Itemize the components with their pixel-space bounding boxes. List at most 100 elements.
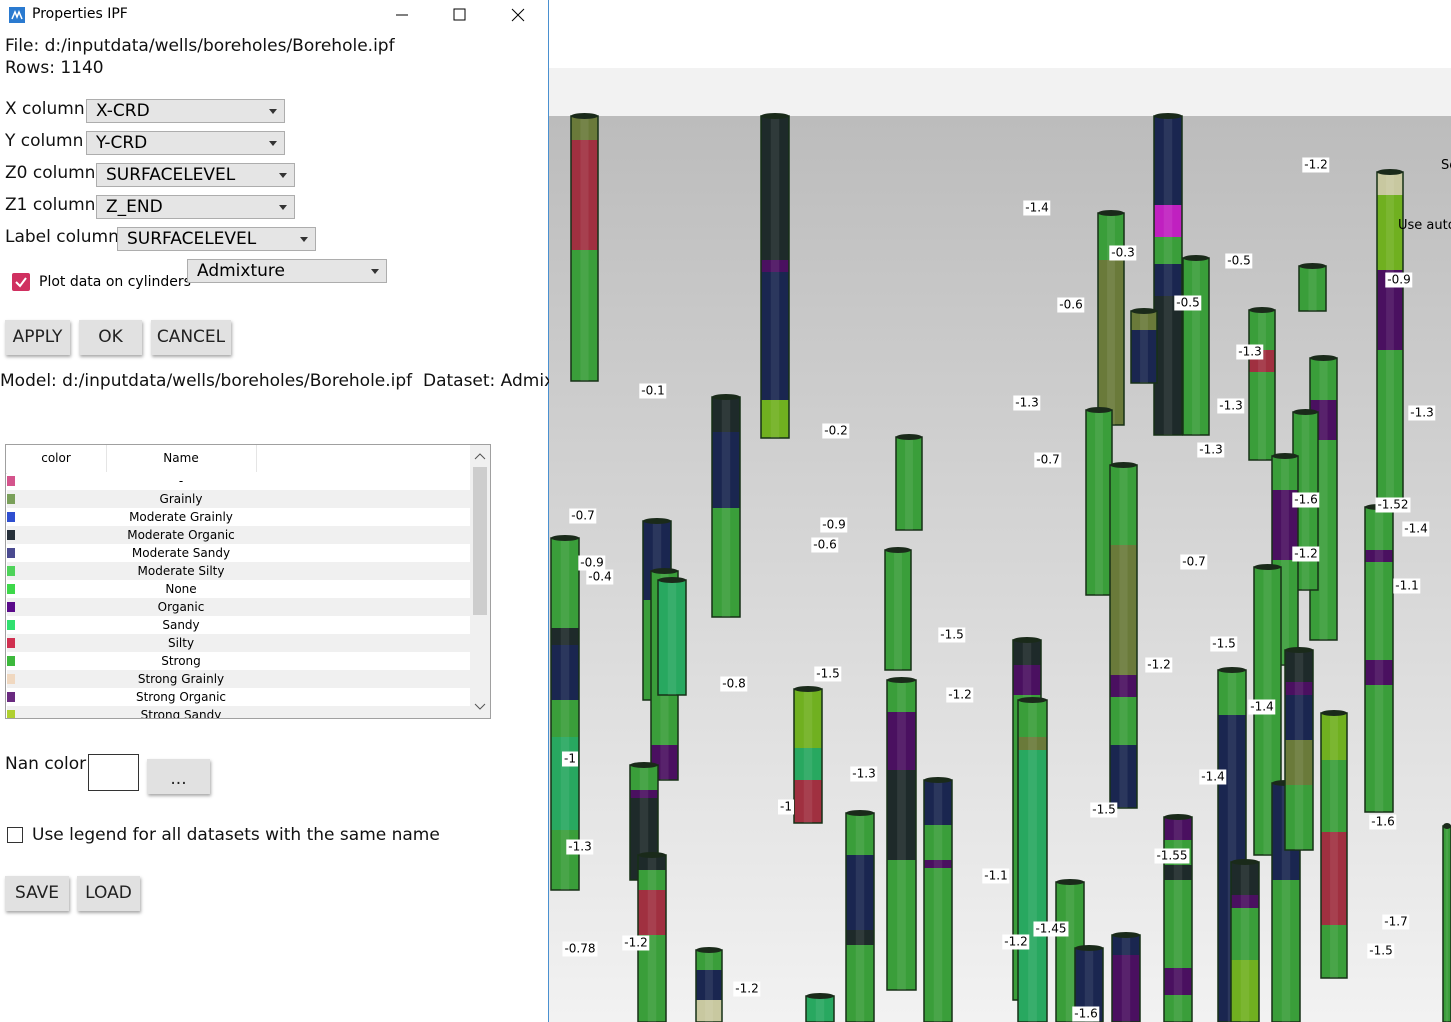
file-button[interactable]: SAVE (5, 876, 69, 911)
cylinder-part (905, 437, 913, 530)
nan-color-swatch[interactable] (88, 754, 139, 791)
depth-label: -1.4 (1402, 521, 1430, 537)
legend-row[interactable]: Silty (7, 634, 470, 652)
legend-row[interactable]: Strong Grainly (7, 670, 470, 688)
legend-row[interactable]: Strong Organic (7, 688, 470, 706)
cylinder-part (1321, 713, 1347, 760)
cylinder-part (551, 628, 579, 645)
cylinder-part (1028, 700, 1037, 1022)
cylinder-part (761, 400, 789, 438)
cylinder-part (1285, 647, 1313, 653)
cylinder-part (551, 700, 579, 737)
same-name-label[interactable]: Use legend for all datasets with the sam… (32, 825, 440, 845)
legend-swatch (7, 566, 15, 576)
cylinder-part (1218, 670, 1246, 715)
cylinder-part (1218, 667, 1246, 673)
depth-label: -1.3 (1217, 398, 1245, 414)
legend-row[interactable]: Organic (7, 598, 470, 616)
cylinder-part (1294, 650, 1304, 850)
action-button[interactable]: OK (79, 320, 142, 355)
action-button[interactable]: APPLY (5, 320, 70, 355)
cylinder-part (571, 140, 598, 250)
column-label: X column (5, 99, 85, 119)
legend-swatch (7, 692, 15, 702)
cylinder-part (1095, 410, 1103, 595)
cylinder-part (630, 765, 658, 790)
same-name-checkbox[interactable] (7, 827, 23, 843)
cylinder-part (1084, 948, 1094, 1022)
column-select[interactable]: Z_END (96, 195, 295, 219)
column-select[interactable]: Y-CRD (86, 131, 285, 155)
cylinder-part (1086, 407, 1112, 413)
cylinder-part (551, 538, 579, 628)
column-select[interactable]: X-CRD (86, 99, 285, 123)
depth-label: -0.8 (720, 676, 748, 692)
legend-name: - (178, 474, 184, 488)
header-name[interactable]: Name (163, 451, 199, 465)
cylinder-part (1112, 935, 1140, 955)
legend-name: Organic (157, 600, 205, 614)
nan-color-button[interactable]: ... (147, 759, 210, 794)
clipped-text: Use auto (1398, 218, 1451, 233)
header-color[interactable]: color (41, 451, 71, 465)
legend-row[interactable]: Moderate Organic (7, 526, 470, 544)
column-select[interactable]: SURFACELEVEL (117, 227, 316, 251)
legend-row[interactable]: Moderate Sandy (7, 544, 470, 562)
legend-row[interactable]: Moderate Silty (7, 562, 470, 580)
depth-label: -1 (562, 751, 578, 767)
cylinder-part (1192, 258, 1200, 435)
cylinder-part (551, 645, 579, 700)
cylinder-part (1110, 545, 1137, 675)
column-select[interactable]: SURFACELEVEL (96, 163, 295, 187)
legend-row[interactable]: Sandy (7, 616, 470, 634)
cylinder-part (1018, 737, 1047, 750)
depth-label: -0.9 (820, 517, 848, 533)
legend-row[interactable]: Moderate Grainly (7, 508, 470, 526)
plot-checkbox-label[interactable]: Plot data on cylinders (39, 274, 191, 290)
column-label: Y column (5, 131, 84, 151)
cylinder-part (1154, 237, 1182, 264)
cylinder-part (1098, 260, 1124, 425)
cylinder-part (885, 547, 911, 553)
window-controls[interactable] (380, 0, 548, 30)
cylinder-part (1308, 266, 1317, 311)
depth-label: -1.2 (622, 935, 650, 951)
file-button[interactable]: LOAD (77, 876, 140, 911)
cylinder-part (846, 813, 874, 855)
legend-row[interactable]: Grainly (7, 490, 470, 508)
legend-name: Strong (161, 654, 201, 668)
cylinder-part (1365, 550, 1393, 562)
legend-row[interactable]: Strong (7, 652, 470, 670)
depth-label: -0.4 (586, 569, 614, 585)
cylinder-part (696, 970, 722, 1000)
cylinder-part (1443, 826, 1451, 1022)
cylinder-part (696, 947, 722, 953)
depth-label: -0.9 (578, 555, 606, 571)
plot-checkbox[interactable] (12, 273, 30, 291)
depth-label: -0.2 (822, 423, 850, 439)
cylinder-part (630, 790, 658, 798)
depth-label: -1.4 (1023, 200, 1051, 216)
scrollbar[interactable] (470, 445, 490, 718)
cylinder-part (1056, 879, 1084, 885)
dataset-select[interactable]: Admixture (187, 259, 387, 283)
legend-row[interactable]: - (7, 472, 470, 490)
cylinder-part (1164, 814, 1192, 820)
cylinder-part (712, 508, 740, 617)
legend-name: Moderate Grainly (129, 510, 233, 524)
depth-label: -1.5 (1367, 943, 1395, 959)
cylinder-part (551, 535, 579, 541)
depth-label: -1.3 (850, 766, 878, 782)
cylinder-part (658, 577, 686, 583)
depth-label: -1.4 (1199, 769, 1227, 785)
cylinder-part (924, 780, 952, 825)
column-label: Label column (5, 227, 119, 247)
action-button[interactable]: CANCEL (151, 320, 231, 355)
legend-row[interactable]: None (7, 580, 470, 598)
legend-row[interactable]: Strong Sandy (7, 706, 470, 718)
cylinder-part (1065, 882, 1075, 1022)
depth-label: -0.6 (811, 537, 839, 553)
cylinder-part (897, 680, 906, 990)
cylinder-part (1285, 650, 1313, 682)
depth-label: -1.1 (982, 868, 1010, 884)
